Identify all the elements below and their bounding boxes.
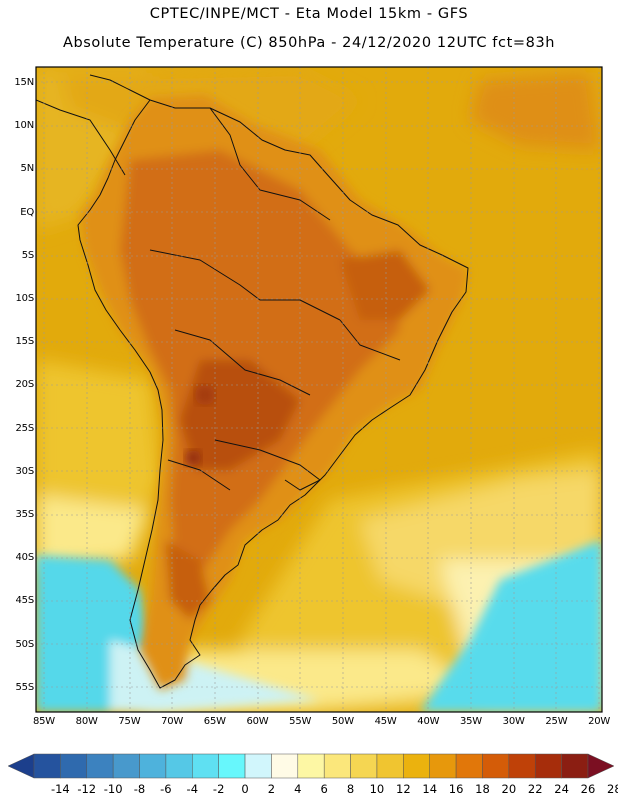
lat-label: 30S [15, 465, 35, 477]
lat-label: 35S [15, 509, 35, 520]
colorbar-swatch [323, 753, 351, 779]
colorbar-label: 0 [241, 782, 249, 796]
north-atlantic-orange [470, 72, 600, 150]
colorbar-swatch [33, 753, 61, 779]
colorbar-label: 12 [396, 782, 411, 796]
colorbar-label: -12 [77, 782, 97, 796]
colorbar-label: -14 [50, 782, 70, 796]
colorbar-label: 14 [422, 782, 438, 796]
lat-label: 50S [15, 638, 35, 650]
colorbar-label: 26 [580, 782, 596, 796]
colorbar-label: 6 [320, 782, 328, 796]
patagonia-hot [165, 540, 210, 620]
colorbar-max-arrow [587, 753, 615, 779]
colorbar-swatch [350, 753, 378, 779]
pale-yellow-zone [36, 495, 150, 570]
lon-label: 35W [459, 716, 482, 727]
colorbar-swatch [244, 753, 272, 779]
lon-label: 75W [118, 716, 141, 727]
colorbar-label: 2 [267, 782, 276, 796]
colorbar-label: -6 [160, 782, 172, 796]
colorbar-swatch [482, 753, 510, 779]
lon-label: 45W [374, 716, 397, 727]
title-line-2: Absolute Temperature (C) 850hPa - 24/12/… [62, 35, 556, 51]
andes-peak [195, 385, 215, 405]
pacific-cool-band [36, 360, 160, 540]
lat-label: 5S [21, 249, 35, 261]
lon-label: 50W [331, 716, 354, 727]
colorbar-swatch [86, 753, 114, 779]
colorbar-swatch [534, 753, 562, 779]
lat-label: 45S [15, 595, 35, 607]
colorbar-swatch [297, 753, 325, 779]
ne-brazil-hot [340, 250, 430, 320]
colorbar-label: 8 [346, 782, 355, 796]
colorbar-swatch [403, 753, 430, 779]
lon-label: 25W [545, 716, 568, 727]
colorbar-swatch [376, 753, 404, 779]
colorbar-label: 16 [448, 782, 464, 796]
colorbar-label: 10 [369, 782, 385, 796]
colorbar-swatch [508, 753, 536, 779]
lat-label: 15S [15, 336, 35, 348]
colorbar-label: -8 [133, 782, 146, 796]
lat-label: 10N [14, 120, 34, 132]
colorbar-min-arrow [7, 753, 35, 779]
lon-label: 55W [289, 716, 312, 727]
northwest-argentina-peak [185, 450, 201, 466]
atlantic-cold-cyan [420, 540, 602, 712]
colorbar-label: 4 [294, 782, 302, 796]
lat-label: 10S [15, 293, 35, 304]
colorbar-label: 18 [475, 782, 490, 796]
lon-label: 80W [75, 716, 98, 727]
lon-label: 85W [32, 716, 55, 727]
lat-label: 15N [14, 77, 34, 88]
colorbar-swatch [192, 753, 219, 779]
title-line-1: CPTEC/INPE/MCT - Eta Model 15km - GFS [149, 6, 469, 22]
colorbar-label: -4 [186, 782, 199, 796]
colorbar-swatch [60, 753, 88, 779]
lon-label: 30W [502, 716, 525, 727]
colorbar-swatch [139, 753, 167, 779]
colorbar-label: 24 [554, 782, 569, 796]
colorbar-label: 22 [527, 782, 543, 796]
coastlines [36, 74, 469, 689]
colorbar-swatch [218, 753, 246, 779]
colorbar [7, 753, 615, 779]
lat-label: 55S [15, 681, 35, 693]
colorbar-label: 20 [501, 782, 517, 796]
lat-label: EQ [20, 206, 34, 218]
lat-label: 5N [20, 163, 35, 175]
graticule [36, 67, 602, 712]
colorbar-label: -2 [212, 782, 225, 796]
lon-label: 70W [161, 716, 184, 727]
map-frame [35, 66, 603, 713]
colorbar-swatch [112, 753, 140, 779]
lat-label: 40S [15, 552, 35, 564]
colorbar-label: 28 [607, 782, 618, 796]
lon-label: 20W [588, 716, 611, 727]
lat-label: 20S [15, 379, 35, 391]
colorbar-swatch [165, 753, 193, 779]
lon-label: 65W [203, 716, 226, 727]
lon-label: 40W [417, 716, 440, 727]
colorbar-label: -10 [103, 782, 123, 796]
colorbar-swatch [455, 753, 483, 779]
lon-label: 60W [246, 716, 269, 727]
colorbar-swatch [429, 753, 457, 779]
colorbar-swatch [561, 753, 589, 779]
lat-label: 25S [15, 422, 35, 434]
colorbar-swatch [271, 753, 299, 779]
